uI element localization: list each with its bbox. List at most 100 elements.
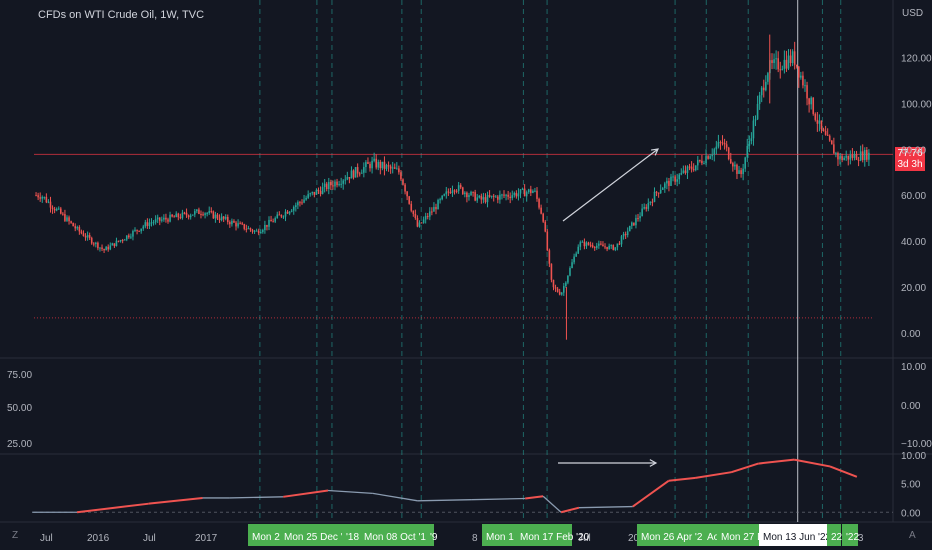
candle-body <box>249 228 252 230</box>
date-badge-label: Mon 2 <box>252 532 280 543</box>
candle-body <box>299 202 301 204</box>
candle-body <box>420 222 423 224</box>
candle-body <box>152 222 155 224</box>
candle-body <box>721 142 724 144</box>
candle-body <box>583 241 586 247</box>
candle-body <box>758 95 761 104</box>
candle-body <box>666 180 668 184</box>
candle-body <box>282 216 285 218</box>
oscillator-segment <box>758 458 795 465</box>
candle-body <box>810 97 812 105</box>
date-badge-label: Mon 17 Feb '20 <box>520 532 590 543</box>
candle-body <box>144 222 147 227</box>
oscillator-arrow-head <box>649 459 658 467</box>
candle-body <box>49 201 52 208</box>
candle-body <box>161 219 163 221</box>
candle-body <box>101 247 103 250</box>
candle-body <box>150 222 153 224</box>
candle-body <box>402 179 404 185</box>
candle-body <box>119 240 122 242</box>
candle-body <box>686 166 689 173</box>
candle-body <box>719 142 722 144</box>
candle-body <box>136 229 138 231</box>
candle-body <box>843 157 845 161</box>
candle-body <box>280 214 283 217</box>
candle-body <box>375 158 378 168</box>
oscillator-segment <box>578 505 633 509</box>
candle-body <box>97 242 99 249</box>
corner-left-label[interactable]: Z <box>12 530 19 541</box>
candle-body <box>750 138 753 142</box>
candle-body <box>268 219 270 227</box>
candle-body <box>435 207 437 210</box>
candle-body <box>193 211 196 215</box>
candle-body <box>323 183 326 188</box>
candle-body <box>226 217 229 223</box>
candle-body <box>360 172 363 174</box>
candle-body <box>779 69 782 71</box>
candle-body <box>818 120 821 124</box>
oscillator-segment <box>471 497 526 501</box>
candle-body <box>43 196 46 198</box>
candle-body <box>229 222 231 225</box>
candle-body <box>367 162 369 164</box>
candle-body <box>466 192 468 198</box>
candle-body <box>270 219 272 222</box>
candle-body <box>571 262 573 269</box>
oscillator-segment <box>283 489 329 498</box>
candle-body <box>53 208 56 211</box>
candle-body <box>701 160 703 164</box>
candle-body <box>284 211 287 217</box>
date-badge <box>759 524 827 546</box>
candle-body <box>760 87 763 96</box>
candle-body <box>472 191 474 193</box>
candle-body <box>482 197 485 200</box>
candle-body <box>251 229 254 232</box>
candle-body <box>123 239 126 241</box>
candle-body <box>179 217 182 219</box>
candle-body <box>841 156 843 161</box>
candle-body <box>501 194 503 196</box>
left-axis-tick: 50.00 <box>7 403 32 414</box>
candle-body <box>540 207 542 214</box>
oscillator-segment <box>560 506 580 514</box>
candle-body <box>787 55 790 69</box>
candle-body <box>729 159 732 164</box>
oscillator-segment <box>542 495 562 513</box>
candle-body <box>513 192 516 196</box>
candle-body <box>169 214 171 222</box>
time-axis-tick: '3 <box>856 533 864 544</box>
candle-body <box>70 221 72 223</box>
candle-body <box>348 177 351 179</box>
candle-body <box>134 229 136 231</box>
candle-body <box>445 191 448 195</box>
candle-body <box>699 160 701 162</box>
candle-body <box>185 212 188 216</box>
candle-body <box>595 245 598 248</box>
candle-body <box>616 243 619 248</box>
candle-body <box>431 211 433 213</box>
candle-body <box>497 196 499 200</box>
date-badge <box>703 524 717 546</box>
right-axis-tick: 5.00 <box>901 480 921 491</box>
candle-body <box>503 194 505 196</box>
candle-body <box>859 151 862 161</box>
candle-body <box>74 226 77 229</box>
right-axis-tick: 10.00 <box>901 362 926 373</box>
candle-body <box>624 233 627 236</box>
oscillator-segment <box>793 458 831 468</box>
date-badge-label: '18 <box>346 532 359 543</box>
candle-body <box>554 287 557 289</box>
candle-body <box>90 237 93 244</box>
candle-body <box>156 217 159 220</box>
corner-right-label[interactable]: A <box>909 530 916 541</box>
candle-body <box>806 85 808 99</box>
candle-body <box>327 182 330 190</box>
candle-body <box>334 181 336 187</box>
candle-body <box>266 224 268 227</box>
candle-body <box>736 164 738 174</box>
candle-body <box>484 197 487 203</box>
candle-body <box>499 194 501 200</box>
candle-body <box>694 165 697 171</box>
